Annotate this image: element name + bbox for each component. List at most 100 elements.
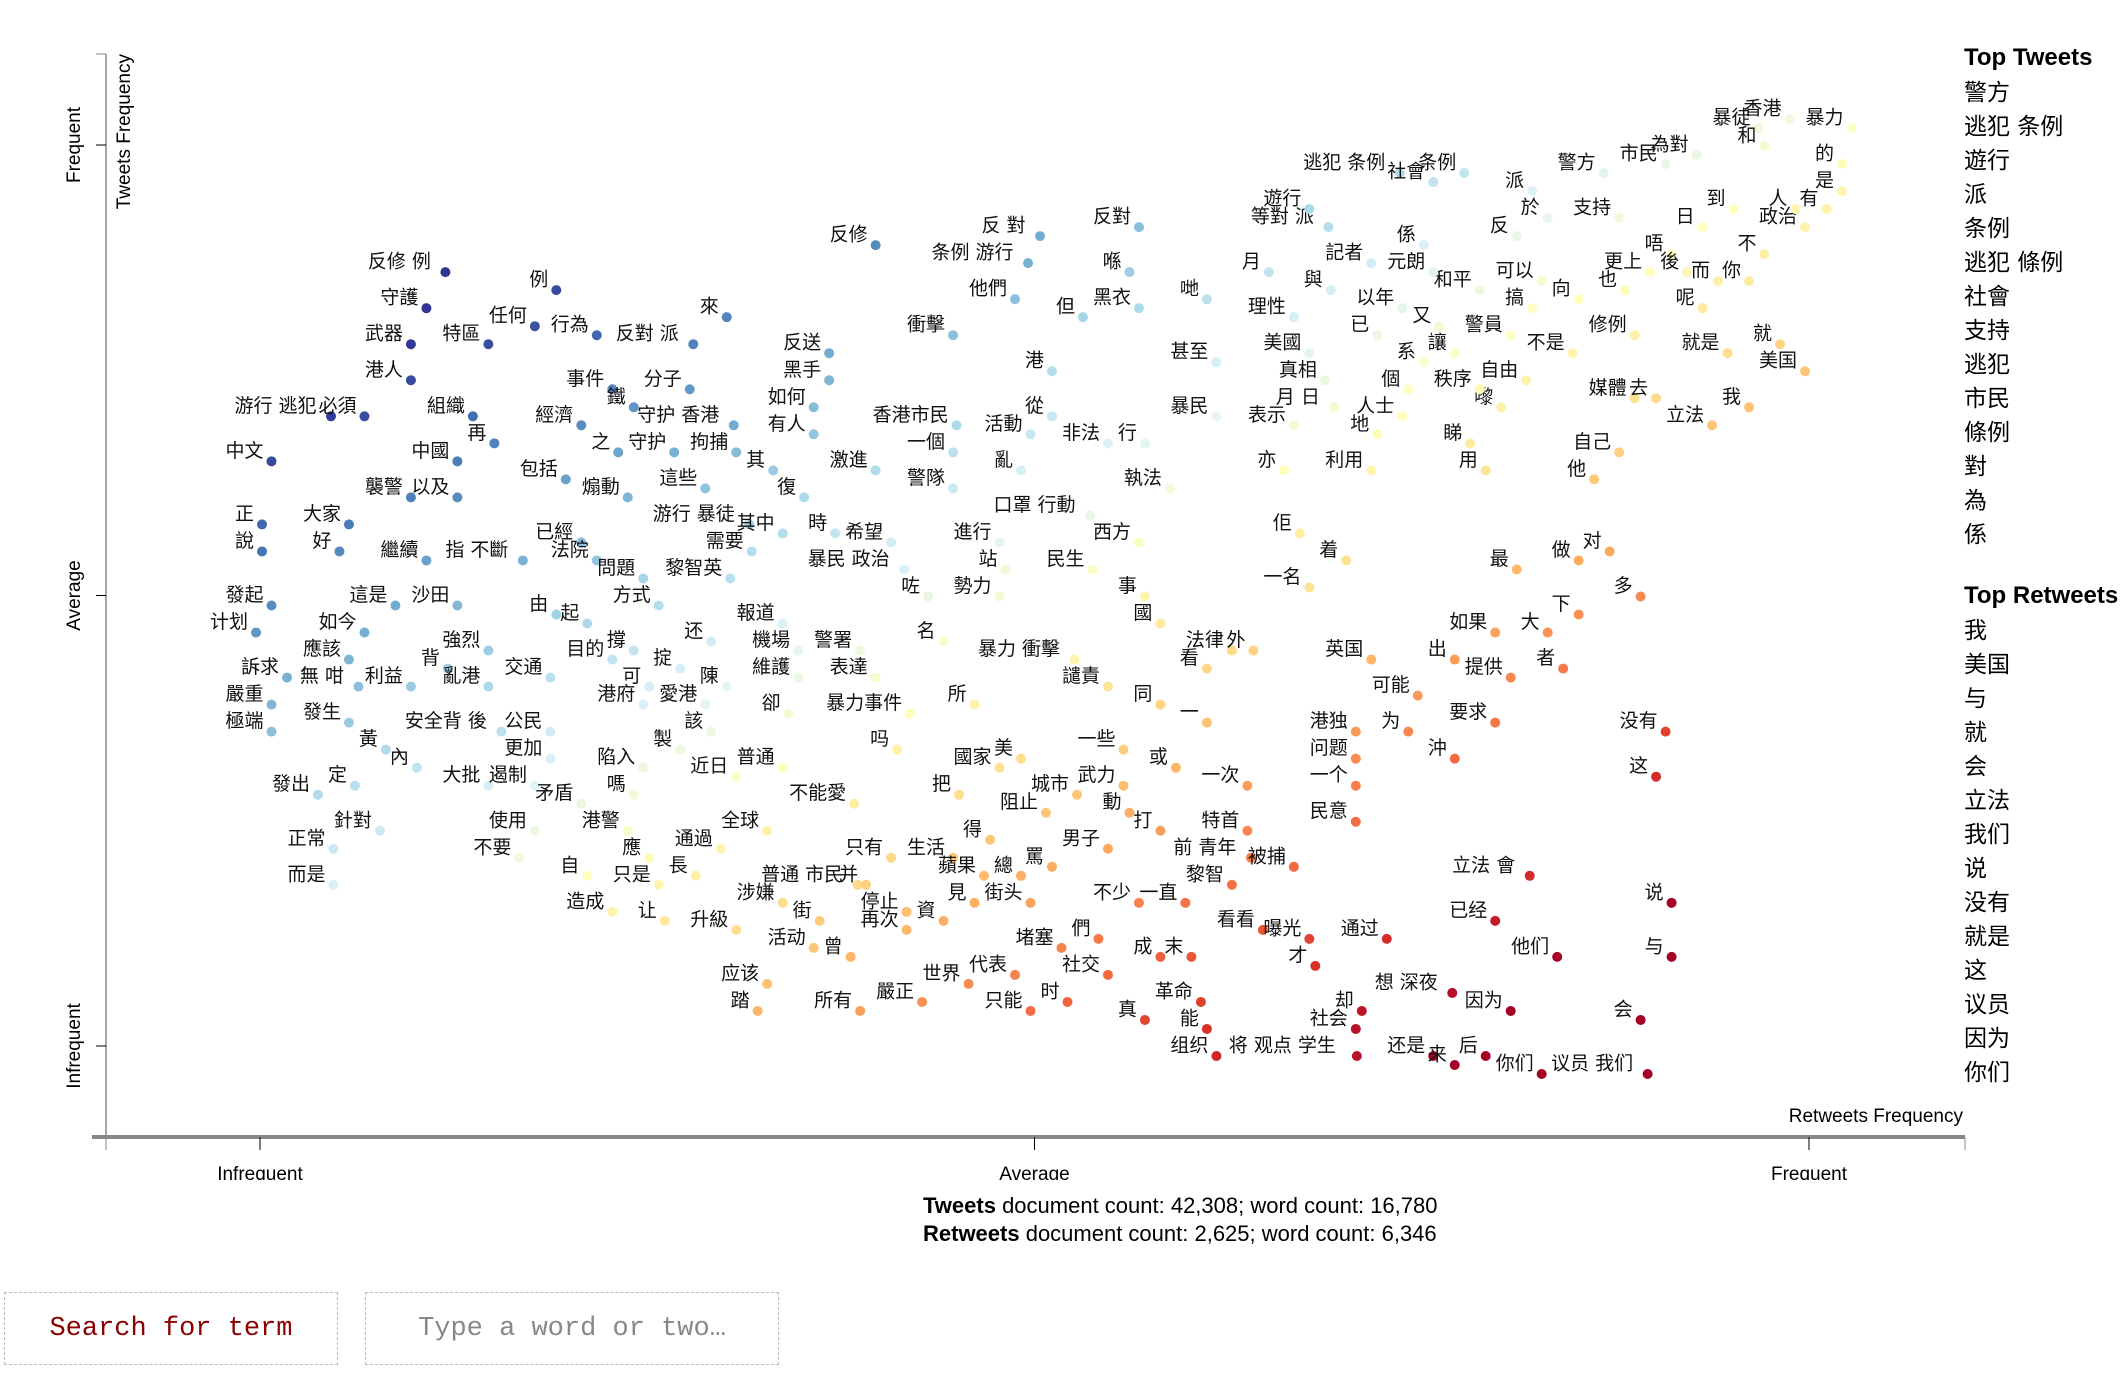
term-dot[interactable] — [328, 843, 339, 854]
term-dot[interactable] — [1102, 681, 1113, 692]
term-point[interactable]: 罵 — [1025, 845, 1057, 872]
term-point[interactable]: 亦 — [1257, 449, 1290, 476]
term-dot[interactable] — [653, 879, 664, 890]
term-dot[interactable] — [1180, 897, 1191, 908]
term-label[interactable]: 之 — [591, 431, 610, 453]
term-point[interactable]: 不少 — [1093, 881, 1144, 908]
term-label[interactable]: 再 — [467, 422, 486, 444]
term-dot[interactable] — [1728, 204, 1739, 215]
term-dot[interactable] — [1707, 420, 1718, 431]
term-label[interactable]: 打 — [1133, 809, 1152, 831]
term-point[interactable]: 秩序 — [1434, 368, 1485, 395]
term-point[interactable]: 民生 — [1046, 548, 1098, 575]
term-dot[interactable] — [1350, 780, 1361, 791]
term-dot[interactable] — [1573, 609, 1584, 620]
term-label[interactable]: 哋 — [1180, 278, 1199, 300]
term-dot[interactable] — [1490, 627, 1501, 638]
term-dot[interactable] — [405, 375, 416, 386]
term-point[interactable]: 多 — [1614, 575, 1646, 602]
term-point[interactable]: 中國 — [411, 440, 463, 467]
term-label[interactable]: 社會 — [1387, 161, 1425, 183]
term-label[interactable]: 特區 — [442, 323, 480, 345]
term-point[interactable]: 到 — [1707, 188, 1739, 215]
term-point[interactable]: 同 — [1133, 683, 1166, 710]
term-point[interactable]: 發起 — [226, 584, 277, 611]
term-point[interactable]: 反修 — [830, 224, 881, 251]
term-label[interactable]: 喺 — [1102, 251, 1121, 273]
term-label[interactable]: 已經 — [535, 521, 573, 543]
term-dot[interactable] — [1118, 744, 1129, 755]
term-label[interactable]: 一 — [1180, 701, 1199, 723]
term-dot[interactable] — [257, 519, 268, 530]
term-label[interactable]: 会 — [1614, 998, 1633, 1020]
term-dot[interactable] — [1025, 1005, 1036, 1016]
term-dot[interactable] — [653, 600, 664, 611]
term-dot[interactable] — [483, 645, 494, 656]
term-point[interactable]: 利益 — [365, 665, 416, 692]
term-dot[interactable] — [545, 726, 556, 737]
term-dot[interactable] — [948, 483, 959, 494]
term-point[interactable]: 只是 — [613, 863, 664, 890]
term-point[interactable]: 暴力事件 — [826, 692, 916, 719]
term-label[interactable]: 如果 — [1449, 611, 1487, 633]
term-label[interactable]: 復 — [777, 476, 796, 498]
term-label[interactable]: 交通 — [504, 656, 542, 678]
term-label[interactable]: 針對 — [334, 809, 372, 831]
term-label[interactable]: 任何 — [489, 305, 527, 327]
term-label[interactable]: 分子 — [644, 368, 682, 390]
term-point[interactable]: 一些 — [1077, 728, 1129, 755]
term-label[interactable]: 黑手 — [783, 359, 821, 381]
term-point[interactable]: 沖 — [1428, 737, 1460, 764]
term-dot[interactable] — [1041, 807, 1052, 818]
term-label[interactable]: 一些 — [1077, 728, 1115, 750]
term-label[interactable]: 執法 — [1124, 467, 1162, 489]
term-label[interactable]: 站 — [979, 548, 998, 570]
term-point[interactable]: 没有 — [1620, 710, 1671, 737]
top-retweets-term[interactable]: 这 — [1964, 958, 1987, 984]
term-point[interactable]: 说 — [1645, 881, 1677, 908]
top-retweets-term[interactable]: 说 — [1964, 856, 1987, 882]
term-dot[interactable] — [591, 555, 602, 566]
term-point[interactable]: 港府 — [597, 683, 649, 710]
term-label[interactable]: 他 — [1567, 458, 1586, 480]
term-dot[interactable] — [1447, 987, 1458, 998]
term-point[interactable]: 踏 — [731, 989, 763, 1016]
term-point[interactable]: 游行 逃犯 — [234, 395, 336, 422]
term-label[interactable]: 不能愛 — [789, 782, 846, 804]
term-point[interactable]: 時 — [808, 512, 841, 539]
term-label[interactable]: 者 — [1536, 647, 1555, 669]
term-point[interactable]: 议员 我们 — [1551, 1053, 1653, 1080]
term-point[interactable]: 会 — [1614, 998, 1646, 1025]
term-dot[interactable] — [1133, 537, 1144, 548]
term-dot[interactable] — [1722, 348, 1733, 359]
term-label[interactable]: 社交 — [1062, 953, 1100, 975]
term-dot[interactable] — [343, 717, 354, 728]
term-label[interactable]: 希望 — [845, 521, 883, 543]
term-dot[interactable] — [1201, 717, 1212, 728]
term-point[interactable]: 再次 — [861, 908, 912, 935]
term-dot[interactable] — [1323, 222, 1334, 233]
term-dot[interactable] — [628, 402, 639, 413]
term-label[interactable]: 西方 — [1093, 521, 1131, 543]
term-label[interactable]: 最 — [1490, 548, 1509, 570]
term-dot[interactable] — [359, 411, 370, 422]
term-label[interactable]: 着 — [1319, 539, 1338, 561]
term-point[interactable]: 却 — [1335, 989, 1367, 1016]
term-dot[interactable] — [824, 375, 835, 386]
term-dot[interactable] — [576, 537, 587, 548]
term-dot[interactable] — [700, 699, 711, 710]
term-point[interactable]: 只有 — [845, 836, 897, 863]
term-dot[interactable] — [799, 492, 810, 503]
term-point[interactable]: 反 對 — [981, 215, 1046, 242]
term-point[interactable]: 名 — [917, 620, 949, 647]
term-point[interactable]: 背 — [421, 647, 453, 674]
term-label[interactable]: 条例 — [1418, 152, 1456, 174]
term-dot[interactable] — [675, 663, 686, 674]
term-label[interactable]: 方式 — [613, 584, 651, 606]
term-label[interactable]: 想 深夜 — [1375, 971, 1438, 993]
term-dot[interactable] — [1589, 474, 1600, 485]
term-dot[interactable] — [1211, 357, 1222, 368]
term-dot[interactable] — [405, 681, 416, 692]
term-dot[interactable] — [1350, 753, 1361, 764]
term-label[interactable]: 激進 — [830, 449, 868, 471]
